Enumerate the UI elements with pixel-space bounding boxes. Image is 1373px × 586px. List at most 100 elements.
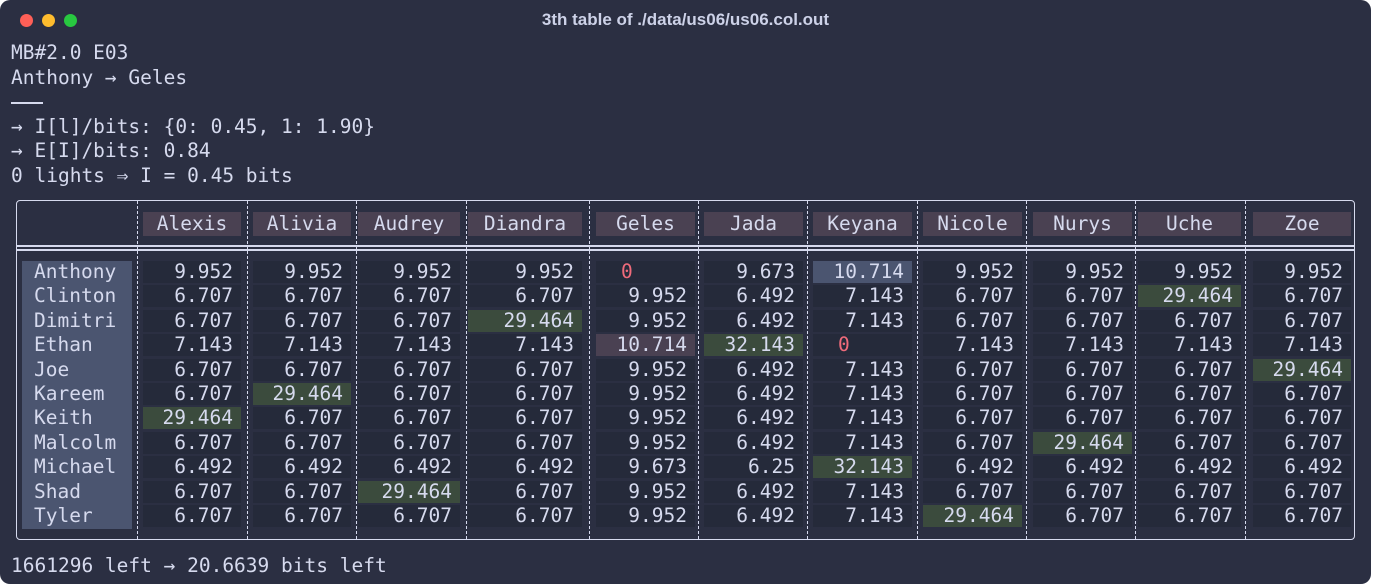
table-cell: 6.492 — [704, 407, 803, 429]
table-cell: 6.707 — [253, 481, 351, 503]
table-cell: 29.464 — [358, 481, 460, 503]
table-cell: 6.707 — [468, 432, 582, 454]
table-cell: 6.707 — [1253, 285, 1351, 307]
table-cell: 6.707 — [143, 383, 241, 405]
table-cell: 6.492 — [1253, 456, 1351, 478]
table-cell: 6.707 — [1253, 481, 1351, 503]
table-cell: 6.707 — [1033, 310, 1132, 332]
table-cell: 6.707 — [923, 359, 1022, 381]
table-cell: 7.143 — [923, 334, 1022, 356]
title-bar: 3th table of ./data/us06/us06.col.out — [0, 0, 1371, 40]
table-cell: 7.143 — [468, 334, 582, 356]
column-separator — [1245, 201, 1246, 539]
table-cell: 6.707 — [253, 432, 351, 454]
column-separator — [137, 201, 138, 539]
table-cell: 9.952 — [596, 310, 695, 332]
table-cell: 6.492 — [1138, 456, 1241, 478]
column-header: Diandra — [468, 212, 582, 236]
header-separator-line — [16, 245, 1355, 247]
table-cell: 6.707 — [1138, 432, 1241, 454]
table-cell: 6.707 — [253, 359, 351, 381]
table-cell: 9.952 — [143, 261, 241, 283]
table-cell: 6.492 — [704, 481, 803, 503]
table-cell: 6.707 — [253, 505, 351, 527]
column-header: Zoe — [1253, 212, 1351, 236]
table-cell: 9.952 — [923, 261, 1022, 283]
close-window-button[interactable] — [20, 14, 33, 27]
minimize-window-button[interactable] — [42, 14, 55, 27]
table-cell: 10.714 — [813, 261, 912, 283]
column-header: Alivia — [253, 212, 351, 236]
table-cell: 6.492 — [468, 456, 582, 478]
table-cell: 29.464 — [253, 383, 351, 405]
column-separator — [807, 201, 808, 539]
table-cell: 6.707 — [468, 359, 582, 381]
header-line-2: Anthony → Geles — [11, 66, 188, 89]
table-cell: 6.707 — [1033, 383, 1132, 405]
table-cell: 6.707 — [143, 432, 241, 454]
row-label: Clinton — [34, 284, 117, 307]
table-cell: 6.707 — [1138, 383, 1241, 405]
table-cell: 6.707 — [923, 407, 1022, 429]
table-cell: 6.492 — [704, 359, 803, 381]
table-cell: 6.707 — [1138, 407, 1241, 429]
table-cell: 9.952 — [596, 432, 695, 454]
maximize-window-button[interactable] — [64, 14, 77, 27]
column-header: Alexis — [143, 212, 241, 236]
table-cell: 7.143 — [143, 334, 241, 356]
table-cell: 7.143 — [813, 505, 912, 527]
table-cell: 6.707 — [468, 407, 582, 429]
row-label: Kareem — [34, 382, 105, 405]
table-cell: 6.707 — [1033, 359, 1132, 381]
table-cell: 9.952 — [596, 285, 695, 307]
row-label: Tyler — [34, 504, 93, 527]
table-cell: 6.707 — [923, 285, 1022, 307]
table-cell: 9.952 — [596, 407, 695, 429]
column-separator — [917, 201, 918, 539]
table-cell: 7.143 — [1253, 334, 1351, 356]
table-cell: 6.707 — [358, 359, 460, 381]
column-header: Audrey — [358, 212, 460, 236]
table-cell: 32.143 — [813, 456, 912, 478]
column-header: Uche — [1138, 212, 1241, 236]
table-cell: 7.143 — [813, 432, 912, 454]
table-cell: 6.707 — [358, 432, 460, 454]
row-label: Shad — [34, 480, 81, 503]
header-line-5: → E[I]/bits: 0.84 — [11, 139, 211, 162]
footer-status: 1661296 left → 20.6639 bits left — [11, 554, 387, 577]
column-separator — [1135, 201, 1136, 539]
column-separator — [698, 201, 699, 539]
table-cell: 6.707 — [1138, 505, 1241, 527]
table-cell: 6.707 — [1253, 505, 1351, 527]
column-header: Keyana — [813, 212, 912, 236]
table-cell: 6.707 — [358, 407, 460, 429]
table-cell: 7.143 — [813, 359, 912, 381]
table-cell: 29.464 — [468, 310, 582, 332]
table-cell: 6.707 — [923, 383, 1022, 405]
table-cell: 6.492 — [923, 456, 1022, 478]
table-cell: 9.952 — [596, 359, 695, 381]
table-cell: 6.707 — [143, 481, 241, 503]
table-cell: 32.143 — [704, 334, 803, 356]
table-cell: 29.464 — [923, 505, 1022, 527]
table-cell: 29.464 — [143, 407, 241, 429]
window-title: 3th table of ./data/us06/us06.col.out — [541, 10, 830, 29]
table-cell: 6.707 — [143, 359, 241, 381]
table-cell: 6.707 — [143, 285, 241, 307]
table-cell: 7.143 — [253, 334, 351, 356]
table-cell: 9.952 — [1253, 261, 1351, 283]
table-cell: 7.143 — [813, 407, 912, 429]
row-label: Anthony — [34, 260, 117, 283]
row-label: Keith — [34, 406, 93, 429]
table-cell: 9.952 — [358, 261, 460, 283]
table-cell: 9.952 — [253, 261, 351, 283]
table-cell: 6.25 — [704, 456, 803, 478]
table-cell: 7.143 — [358, 334, 460, 356]
column-separator — [466, 201, 467, 539]
table-cell: 9.673 — [704, 261, 803, 283]
table-cell: 6.707 — [143, 505, 241, 527]
table-cell: 6.707 — [1033, 481, 1132, 503]
table-cell: 6.707 — [468, 481, 582, 503]
table-cell: 7.143 — [1138, 334, 1241, 356]
